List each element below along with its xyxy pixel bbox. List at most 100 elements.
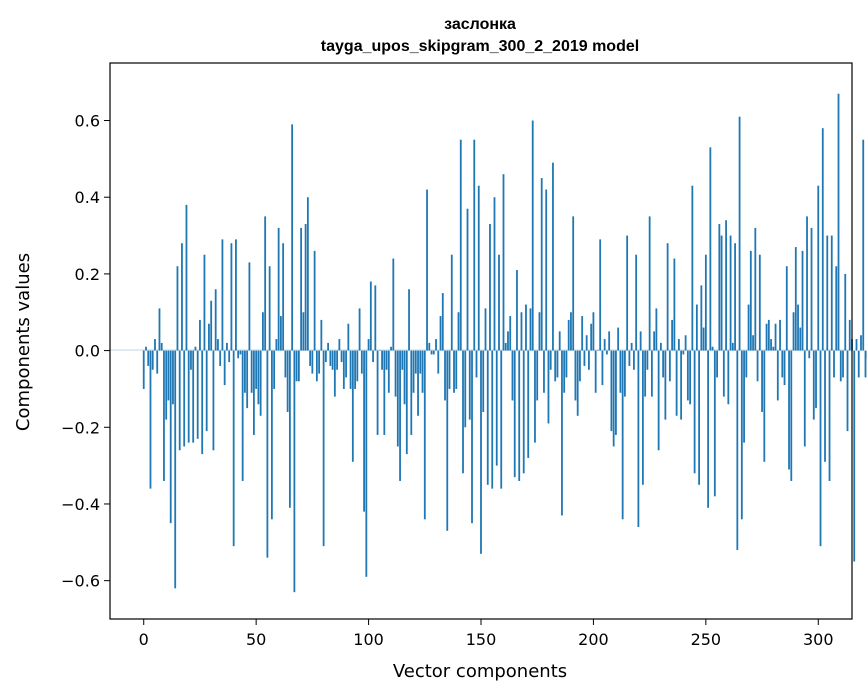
bar-216 bbox=[628, 350, 631, 366]
chart-subtitle: tayga_upos_skipgram_300_2_2019 model bbox=[321, 38, 639, 55]
bar-238 bbox=[677, 339, 680, 351]
bar-195 bbox=[581, 316, 584, 351]
y-tick-label-1: −0.4 bbox=[61, 495, 100, 514]
bar-89 bbox=[342, 350, 345, 389]
bar-287 bbox=[788, 350, 790, 470]
bar-237 bbox=[675, 350, 678, 416]
bar-26 bbox=[201, 350, 204, 455]
bar-256 bbox=[718, 224, 721, 351]
bar-146 bbox=[471, 350, 473, 524]
x-axis: 0 50 100 150 200 250 300 bbox=[139, 619, 834, 649]
x-axis-label: Vector components bbox=[393, 661, 567, 682]
bar-248 bbox=[700, 285, 703, 351]
bar-123 bbox=[419, 350, 422, 374]
bar-252 bbox=[709, 147, 712, 351]
bar-249 bbox=[702, 327, 705, 351]
bar-234 bbox=[668, 350, 671, 382]
bar-163 bbox=[509, 316, 512, 351]
bar-193 bbox=[576, 350, 579, 416]
bar-53 bbox=[262, 312, 264, 351]
bar-64 bbox=[286, 350, 289, 412]
bar-142 bbox=[462, 350, 464, 474]
bar-274 bbox=[758, 254, 761, 351]
bar-200 bbox=[592, 312, 595, 351]
bar-104 bbox=[376, 350, 379, 435]
bar-37 bbox=[226, 342, 228, 351]
bar-126 bbox=[426, 189, 428, 351]
y-axis-label: Components values bbox=[13, 253, 34, 431]
bar-102 bbox=[372, 350, 374, 363]
bar-135 bbox=[446, 350, 449, 531]
bar-82 bbox=[327, 342, 329, 351]
bar-127 bbox=[428, 342, 431, 351]
bar-68 bbox=[295, 350, 298, 382]
bar-311 bbox=[842, 350, 844, 378]
bar-302 bbox=[821, 128, 824, 351]
bar-8 bbox=[160, 342, 163, 351]
bar-198 bbox=[588, 350, 590, 370]
bar-3 bbox=[149, 350, 152, 489]
bar-227 bbox=[653, 331, 656, 351]
bar-166 bbox=[516, 270, 518, 351]
bar-197 bbox=[585, 335, 588, 351]
bar-268 bbox=[745, 350, 748, 378]
bar-152 bbox=[484, 308, 487, 351]
bar-106 bbox=[381, 350, 383, 370]
bar-43 bbox=[239, 350, 242, 355]
bar-250 bbox=[704, 254, 707, 351]
bar-41 bbox=[235, 239, 237, 351]
bar-51 bbox=[257, 350, 260, 405]
bar-101 bbox=[369, 281, 372, 351]
bar-182 bbox=[552, 162, 554, 351]
bar-253 bbox=[711, 346, 714, 351]
bar-212 bbox=[619, 350, 622, 393]
bar-67 bbox=[293, 350, 296, 593]
bar-261 bbox=[729, 235, 732, 351]
bar-24 bbox=[196, 350, 199, 439]
bar-39 bbox=[230, 243, 233, 351]
bar-23 bbox=[194, 346, 197, 351]
bar-86 bbox=[336, 350, 338, 370]
bar-220 bbox=[637, 350, 640, 527]
bar-21 bbox=[190, 350, 192, 370]
bar-44 bbox=[241, 350, 244, 481]
bar-242 bbox=[686, 350, 689, 401]
bar-7 bbox=[158, 308, 161, 351]
bar-289 bbox=[792, 312, 795, 351]
bar-201 bbox=[594, 350, 597, 393]
bar-312 bbox=[844, 273, 847, 351]
bar-304 bbox=[826, 235, 829, 351]
bar-71 bbox=[302, 312, 305, 351]
bar-57 bbox=[270, 350, 273, 520]
y-tick-label-5: 0.4 bbox=[75, 188, 100, 207]
bar-295 bbox=[806, 216, 808, 351]
bar-22 bbox=[192, 350, 195, 443]
bar-122 bbox=[417, 350, 419, 416]
bar-240 bbox=[682, 350, 685, 355]
bar-226 bbox=[650, 350, 653, 397]
bar-98 bbox=[363, 350, 365, 512]
bar-247 bbox=[698, 350, 700, 485]
bar-16 bbox=[178, 350, 181, 451]
bar-63 bbox=[284, 350, 287, 378]
bar-309 bbox=[837, 93, 840, 351]
bar-58 bbox=[273, 350, 276, 389]
bar-110 bbox=[390, 346, 392, 351]
bar-299 bbox=[815, 350, 817, 409]
bar-313 bbox=[846, 350, 849, 432]
bar-92 bbox=[349, 350, 352, 389]
y-axis: −0.6 −0.4 −0.2 0.0 0.2 0.4 0.6 bbox=[61, 112, 110, 591]
bar-119 bbox=[410, 350, 413, 435]
bar-10 bbox=[165, 350, 168, 420]
bar-73 bbox=[306, 197, 309, 351]
bar-78 bbox=[318, 350, 321, 374]
bar-35 bbox=[221, 239, 224, 351]
bar-281 bbox=[774, 323, 777, 351]
bar-121 bbox=[414, 350, 417, 374]
bar-159 bbox=[500, 350, 503, 489]
bar-218 bbox=[633, 350, 635, 370]
bar-29 bbox=[208, 323, 210, 351]
bar-232 bbox=[664, 350, 667, 420]
bar-203 bbox=[599, 239, 602, 351]
